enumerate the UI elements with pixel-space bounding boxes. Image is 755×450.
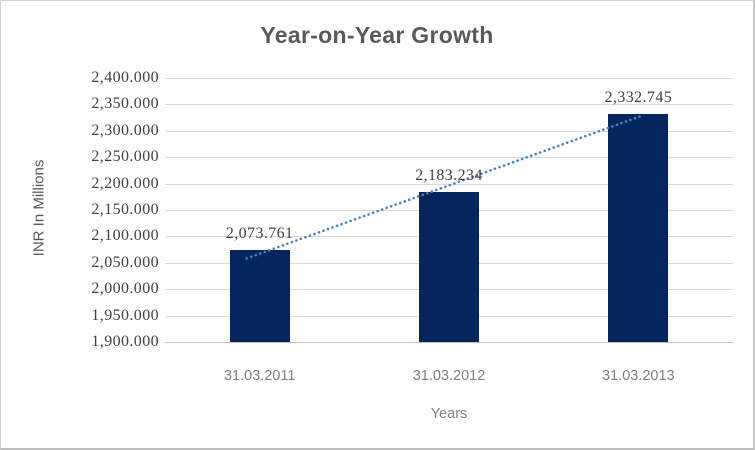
y-tick-label: 2,100.000 [91,227,159,245]
bar-31.03.2012[interactable] [419,192,479,342]
y-tick-label: 2,400.000 [91,69,159,86]
gridline [165,104,733,106]
bar-31.03.2013[interactable] [608,113,669,342]
bar-value-label: 2,332.745 [604,88,673,106]
bar-value-label: 2,073.761 [225,225,294,243]
y-tick-label: 2,150.000 [91,201,159,218]
x-tick-label: 31.03.2011 [223,368,296,384]
plot-area [165,78,733,343]
trendline[interactable] [245,114,644,260]
x-axis-line [165,342,733,343]
y-tick-label: 2,350.000 [91,95,159,113]
y-tick-label: 2,050.000 [91,253,159,271]
gridline [165,183,733,185]
x-tick-label: 31.03.2013 [602,368,675,384]
x-tick-label: 31.03.2012 [412,368,486,384]
bar-value-label: 2,183.234 [415,167,483,185]
y-tick-label: 2,000.000 [91,280,159,298]
y-tick-label: 2,200.000 [91,174,159,192]
y-tick-label: 1,950.000 [91,306,159,324]
bar-31.03.2011[interactable] [229,250,290,342]
x-axis-title: Years [430,406,468,422]
y-axis-title: INR In Millions [30,159,48,257]
gridline [165,157,733,159]
y-tick-label: 2,300.000 [91,121,159,139]
chart-title: Year-on-Year Growth [260,22,494,48]
y-tick-label: 1,900.000 [91,333,159,350]
y-tick-label: 2,250.000 [91,148,159,166]
gridline [165,78,733,79]
gridline [165,130,733,132]
